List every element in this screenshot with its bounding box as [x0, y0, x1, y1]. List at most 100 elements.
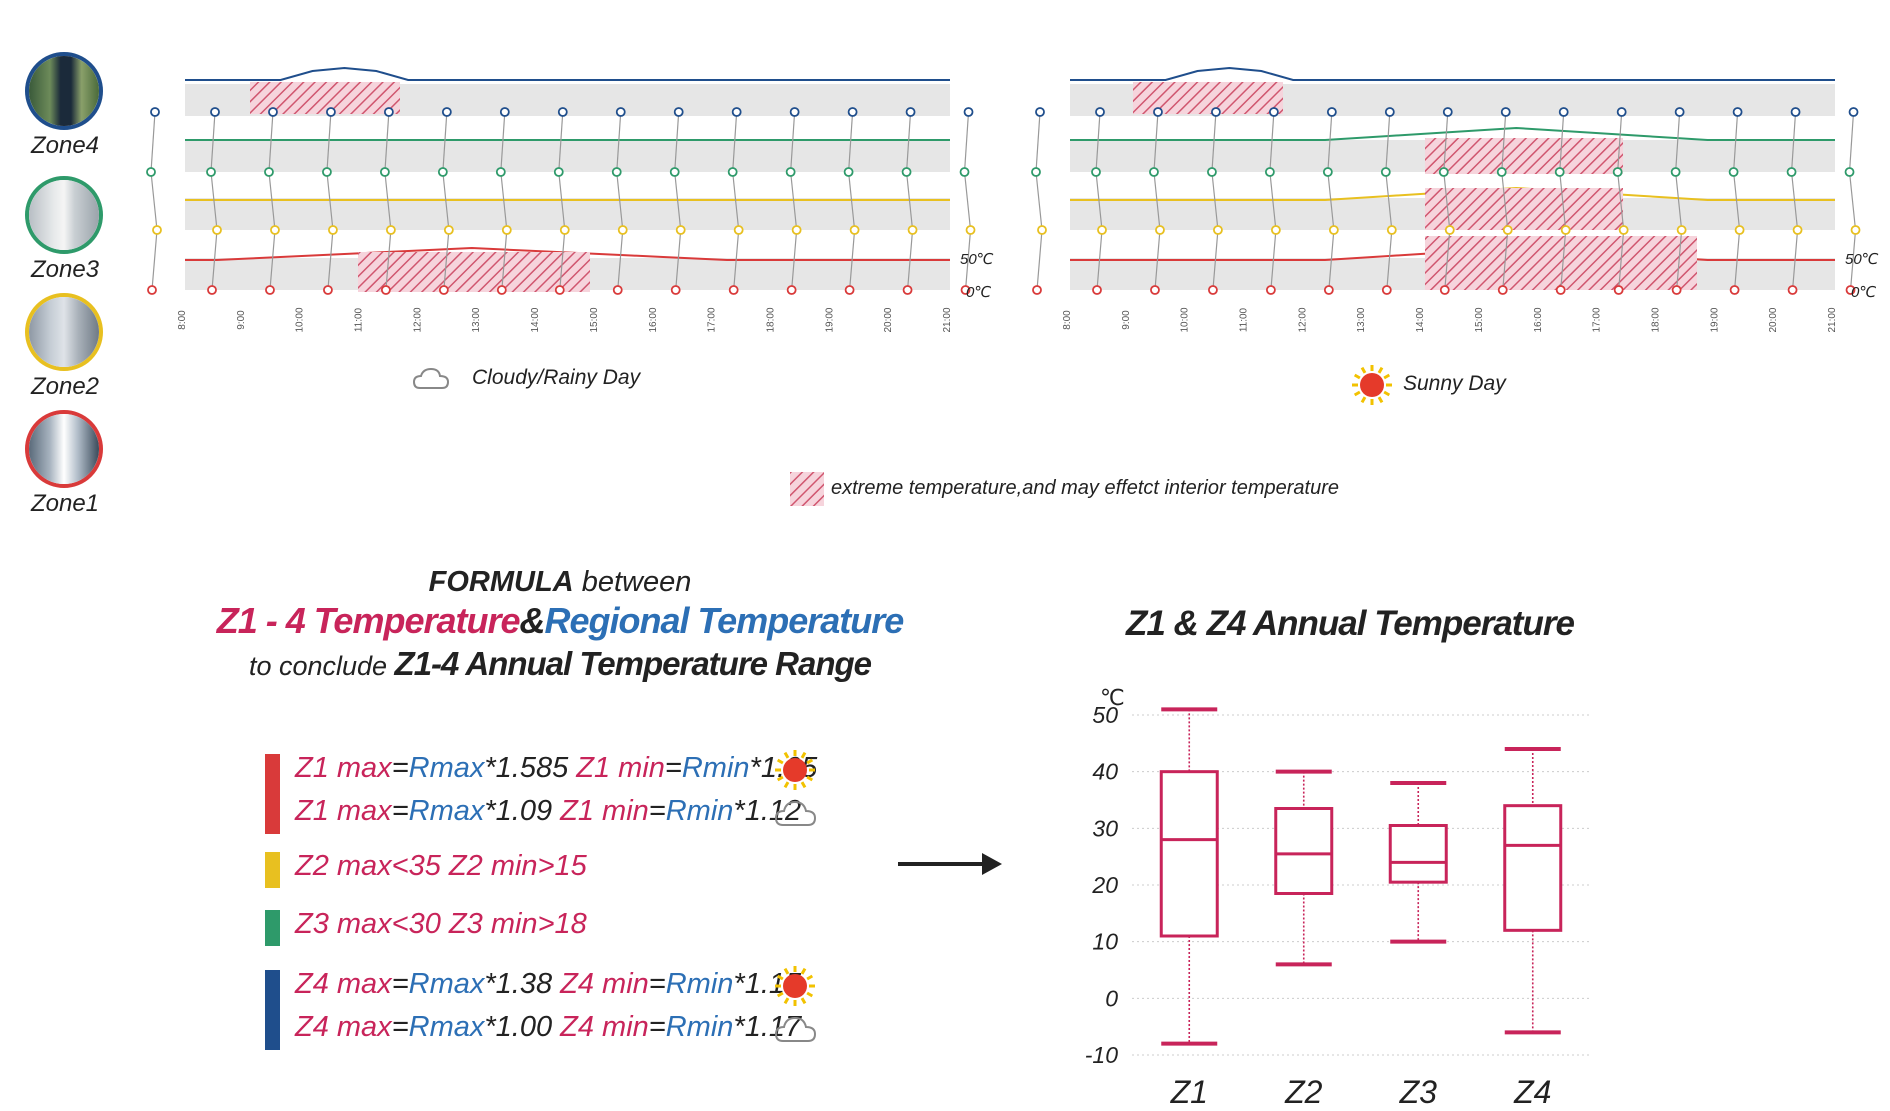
time-connector — [1617, 111, 1623, 173]
boxplot-chart: -10 0 10 20 30 40 50℃ Z1 Z2 Z3 Z4 — [1085, 685, 1590, 1110]
formula-term: = — [648, 1011, 666, 1043]
scale-label-0: 0℃ — [966, 284, 991, 301]
zone-reading-dot — [959, 167, 970, 177]
sun-disc — [1360, 373, 1384, 397]
zone-reading-dot — [1150, 285, 1160, 295]
formula-line: Z1 max=Rmax*1.585 Z1 min=Rmin*1.05 — [295, 752, 817, 785]
y-tick-label: 30 — [1092, 815, 1118, 841]
y-tick-label: -10 — [1085, 1042, 1118, 1068]
zone-reading-dot — [1555, 285, 1566, 295]
zone-reading-dot — [728, 285, 739, 295]
formula-term: = — [648, 968, 666, 1000]
formula-conclusion-b: Z1-4 Annual Temperature Range — [394, 645, 872, 682]
zone-reading-dot — [733, 225, 744, 235]
time-tick-label: 9:00 — [1121, 310, 1132, 330]
zone-reading-dot — [1037, 225, 1047, 235]
zone-reading-dot — [1671, 285, 1682, 295]
zone-reading-dot — [905, 107, 916, 117]
time-tick-label: 20:00 — [1768, 307, 1779, 332]
zone-reading-dot — [1787, 285, 1798, 295]
time-connector — [1327, 111, 1333, 173]
zone-reading-dot — [1786, 167, 1797, 177]
scale-label-50: 50℃ — [960, 251, 994, 268]
zone-reading-dot — [206, 167, 216, 177]
time-tick-label: 8:00 — [1062, 310, 1073, 330]
time-connector — [1559, 171, 1567, 231]
formula-color-bar — [265, 754, 280, 834]
sun-ray — [776, 758, 784, 765]
formula-term: Z1 min — [576, 752, 665, 784]
formula-term: Z4 max — [295, 1011, 392, 1043]
zone-reading-dot — [322, 167, 332, 177]
time-connector — [151, 229, 158, 291]
box-iqr — [1388, 824, 1448, 884]
zone-reading-dot — [495, 167, 506, 177]
time-connector — [1791, 229, 1799, 291]
zone-reading-dot — [1438, 167, 1449, 177]
sun-ray — [806, 775, 814, 782]
time-connector — [732, 171, 740, 231]
zone-reading-dot — [1208, 285, 1218, 295]
zone-reading-dot — [1386, 225, 1397, 235]
formula-term: Z1 max — [295, 752, 392, 784]
time-connector — [963, 111, 970, 173]
time-tick-label: 9:00 — [236, 310, 247, 330]
scale-label-50: 50℃ — [1845, 251, 1879, 268]
cloud-icon — [774, 800, 817, 826]
zone-reading-dot — [727, 167, 738, 177]
zone-reading-dot — [1616, 107, 1627, 117]
zone-reading-dot — [1155, 225, 1165, 235]
time-connector — [1790, 111, 1797, 173]
zone-reading-dot — [270, 225, 280, 235]
formula-term: Rmax — [408, 968, 485, 1000]
x-category-label: Z3 — [1399, 1074, 1438, 1110]
time-connector — [1095, 111, 1101, 173]
zone-reading-dot — [1442, 107, 1453, 117]
formula-title-bold: FORMULA — [428, 566, 574, 598]
zone-reading-dot — [1497, 285, 1508, 295]
time-connector — [1036, 229, 1043, 291]
arrow-icon — [898, 853, 1002, 875]
time-connector — [1035, 111, 1041, 173]
zone1-label: Zone1 — [30, 490, 100, 517]
formula-line: Z4 max=Rmax*1.00 Z4 min=Rmin*1.17 — [295, 1011, 801, 1044]
zone-reading-dot — [146, 167, 156, 177]
formula-color-bar — [265, 852, 280, 888]
zone-reading-dot — [1380, 167, 1391, 177]
zone-reading-dot — [902, 285, 913, 295]
time-connector — [1153, 171, 1161, 231]
time-connector — [1618, 229, 1625, 291]
zone-reading-dot — [1384, 107, 1395, 117]
zone-reading-dot — [731, 107, 742, 117]
zone-reading-dot — [1790, 107, 1801, 117]
time-tick-label: 11:00 — [1239, 307, 1250, 332]
sun-ray — [1377, 396, 1384, 404]
formula-line: Z4 max=Rmax*1.38 Z4 min=Rmin*1.15 — [295, 968, 801, 1001]
time-connector — [326, 171, 334, 231]
time-connector — [1269, 171, 1277, 231]
formula-color-bar — [265, 910, 280, 946]
sun-ray — [1383, 373, 1391, 380]
time-connector — [905, 111, 912, 173]
time-connector — [1211, 111, 1217, 173]
zone3-label: Zone3 — [30, 256, 100, 283]
zone-reading-dot — [847, 107, 858, 117]
zone-reading-dot — [150, 107, 160, 117]
sunny-caption: Sunny Day — [1403, 372, 1506, 395]
time-tick-label: 20:00 — [883, 307, 894, 332]
zone-reading-dot — [1270, 225, 1281, 235]
zone-reading-dot — [557, 107, 568, 117]
time-tick-label: 17:00 — [707, 307, 718, 332]
time-connector — [1444, 229, 1451, 291]
zone-reading-dot — [147, 285, 157, 295]
zone2-label: Zone2 — [30, 373, 100, 400]
zone4-label: Zone4 — [30, 132, 100, 159]
zone-reading-dot — [612, 285, 623, 295]
time-connector — [1676, 229, 1683, 291]
zone-reading-dot — [1153, 107, 1163, 117]
formula-subtitle-amp: & — [519, 600, 546, 641]
time-tick-label: 19:00 — [1709, 307, 1720, 332]
zone-reading-dot — [380, 285, 391, 295]
zone-reading-dot — [1213, 225, 1223, 235]
x-category-label: Z1 — [1170, 1074, 1208, 1110]
